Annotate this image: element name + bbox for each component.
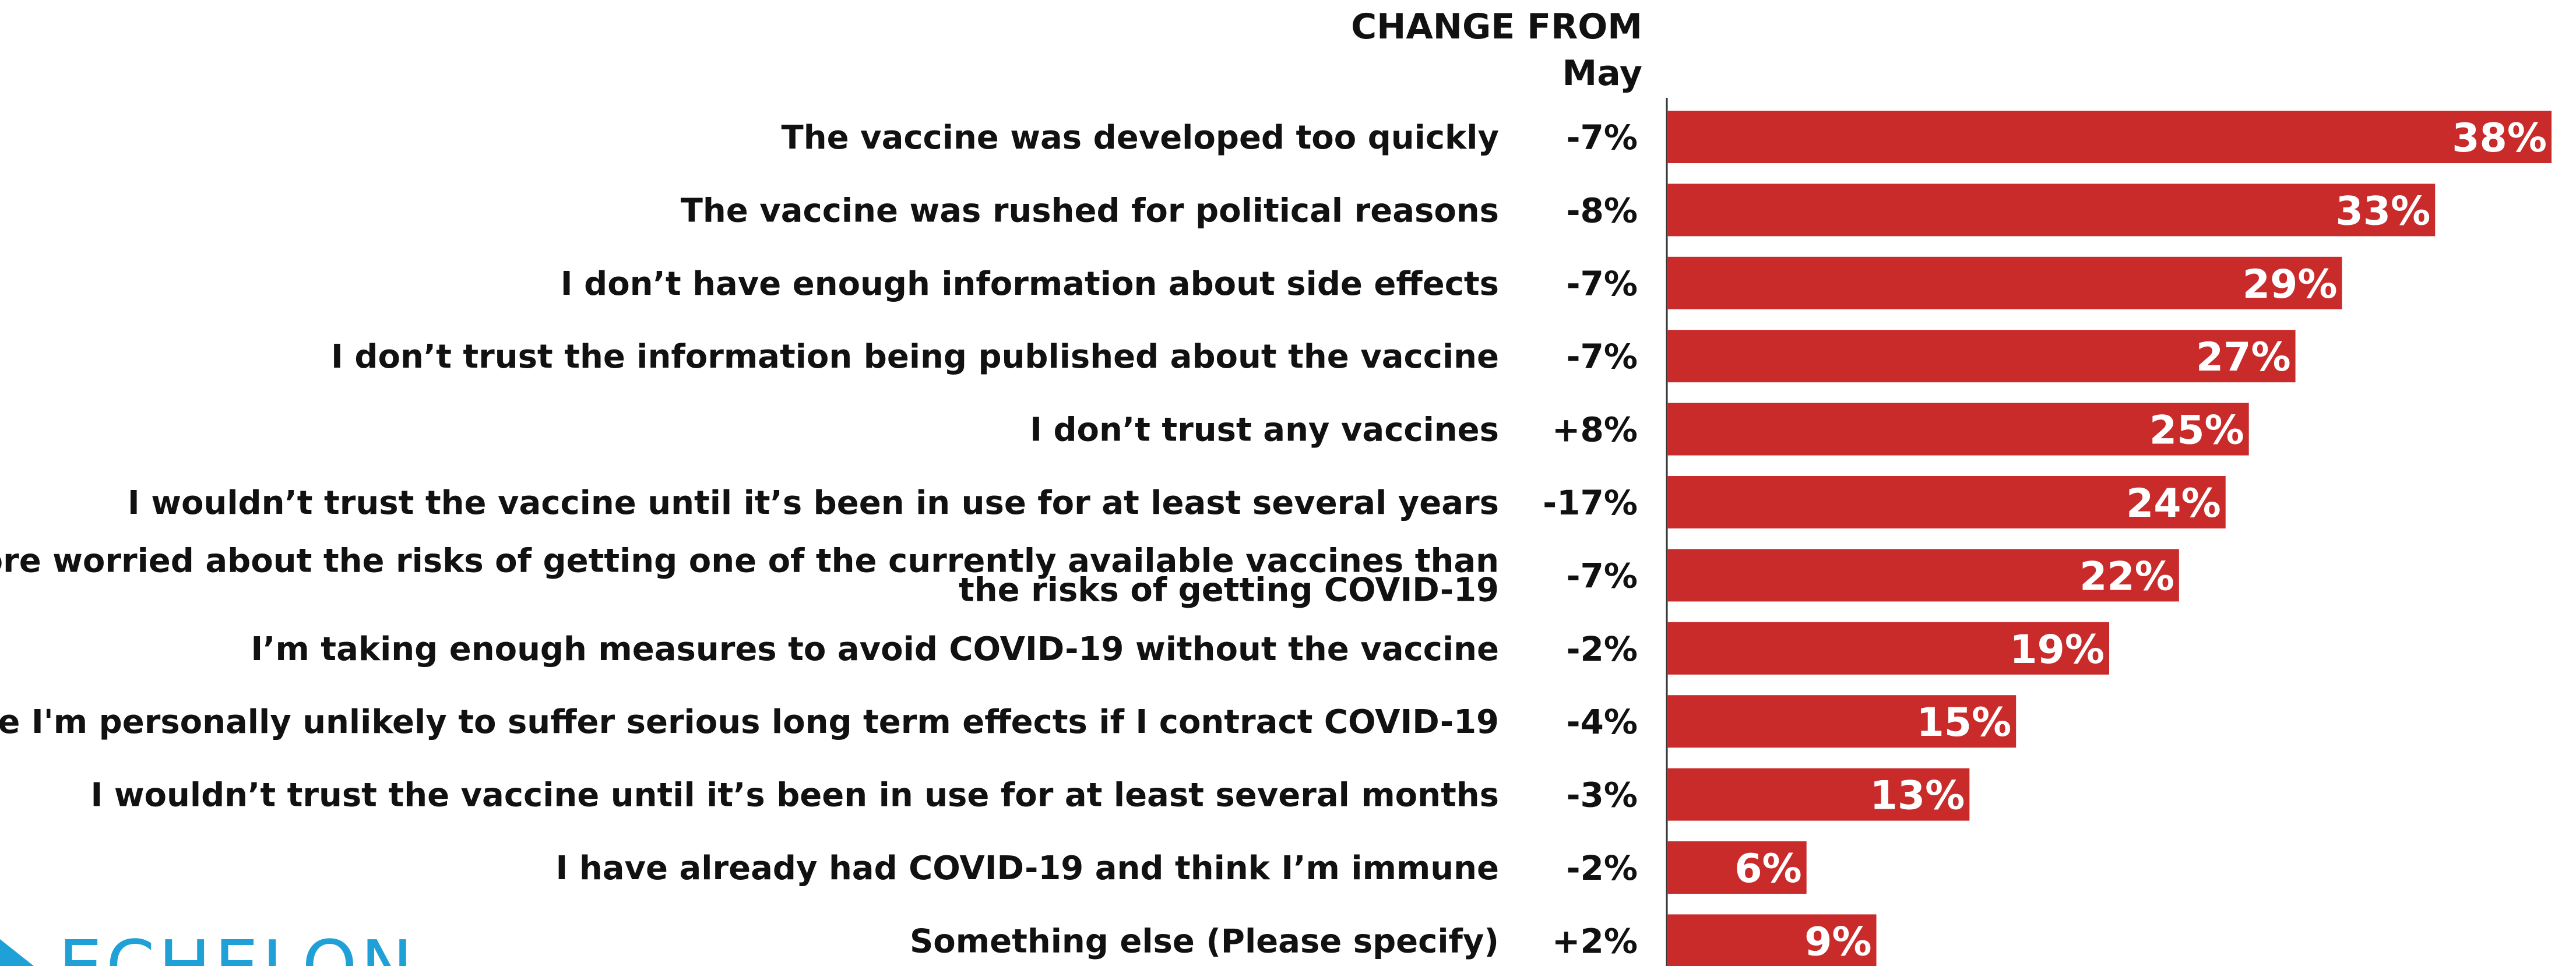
bar (1667, 184, 2436, 237)
change-value: -17% (1543, 483, 1638, 523)
category-label: I believe I'm personally unlikely to suf… (0, 703, 1499, 741)
change-value: -7% (1566, 556, 1638, 595)
bar (1667, 111, 2552, 163)
change-header: CHANGE FROM May (1351, 6, 1642, 94)
change-header-line1: CHANGE FROM (1351, 6, 1642, 47)
bar (1667, 549, 2179, 602)
change-value: -7% (1566, 118, 1638, 157)
bar-value-label: 33% (2335, 188, 2430, 234)
bar-value-label: 9% (1804, 919, 1871, 965)
change-value: +2% (1552, 921, 1638, 961)
bar-value-label: 27% (2196, 334, 2291, 380)
category-label: I don’t trust the information being publ… (331, 338, 1499, 376)
bar (1667, 622, 2109, 675)
category-label: The vaccine was rushed for political rea… (681, 192, 1499, 230)
change-value: -3% (1566, 775, 1638, 815)
change-header-line2: May (1563, 53, 1642, 94)
change-value: -4% (1566, 702, 1638, 742)
change-value: +8% (1552, 410, 1638, 450)
bar (1667, 768, 1970, 821)
echelon-logo: ECHELON (0, 926, 416, 966)
bar (1667, 403, 2249, 456)
category-label: I am more worried about the risks of get… (0, 542, 1499, 609)
bar-value-label: 19% (2010, 627, 2105, 673)
bar-value-label: 22% (2079, 553, 2174, 600)
bar (1667, 476, 2226, 528)
category-label: I wouldn’t trust the vaccine until it’s … (128, 484, 1499, 522)
change-value: -2% (1566, 629, 1638, 669)
bar-value-label: 25% (2149, 408, 2244, 454)
bar (1667, 330, 2296, 383)
bar-value-label: 24% (2126, 481, 2221, 527)
bar-value-label: 15% (1916, 700, 2011, 746)
bar (1667, 914, 1877, 966)
category-label: The vaccine was developed too quickly (782, 119, 1499, 157)
bar-value-label: 6% (1734, 846, 1801, 892)
bar-rows: The vaccine was developed too quickly -7%… (0, 111, 2552, 966)
bar (1667, 695, 2017, 748)
category-label: I have already had COVID-19 and think I’… (556, 849, 1499, 887)
category-label: I wouldn’t trust the vaccine until it’s … (90, 777, 1499, 815)
bar (1667, 256, 2342, 309)
logo-text: ECHELON (58, 926, 416, 966)
change-value: -2% (1566, 848, 1638, 888)
category-label: Something else (Please specify) (910, 922, 1499, 960)
bar-value-label: 38% (2452, 115, 2547, 161)
category-label: I’m taking enough measures to avoid COVI… (251, 630, 1499, 668)
bar-value-label: 13% (1870, 773, 1965, 819)
category-label: I don’t trust any vaccines (1030, 411, 1499, 449)
category-label: I don’t have enough information about si… (561, 265, 1499, 303)
bar-value-label: 29% (2243, 262, 2338, 308)
logo-mark-icon (0, 939, 34, 966)
change-value: -8% (1566, 191, 1638, 230)
change-value: -7% (1566, 337, 1638, 376)
change-value: -7% (1566, 264, 1638, 304)
bar (1667, 841, 1807, 894)
